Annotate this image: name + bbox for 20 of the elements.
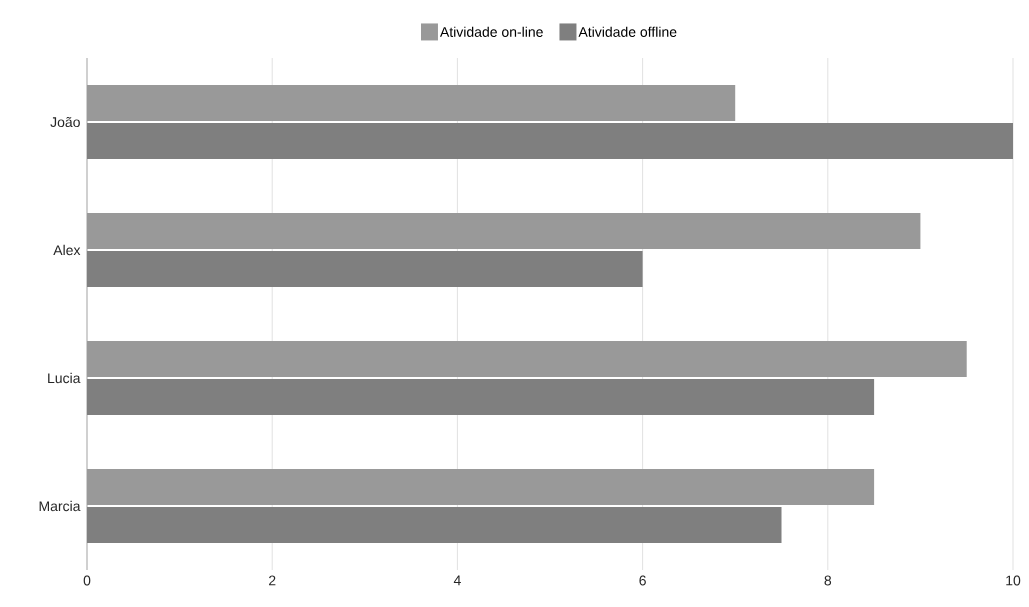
bar xyxy=(87,251,643,287)
legend-label: Atividade on-line xyxy=(439,26,543,37)
x-tick-label: 6 xyxy=(639,575,646,586)
y-tick-label: Marcia xyxy=(39,500,81,512)
x-tick-label: 2 xyxy=(269,575,276,586)
bar xyxy=(87,507,782,544)
y-tick-label: João xyxy=(50,116,80,128)
bar xyxy=(87,213,921,249)
y-tick-label: Alex xyxy=(53,244,81,256)
x-tick-label: 8 xyxy=(824,575,832,586)
legend-label: Atividade offline xyxy=(578,26,677,37)
bar xyxy=(87,379,875,416)
x-tick-label: 10 xyxy=(1006,575,1021,586)
bar xyxy=(87,469,875,506)
bar xyxy=(87,123,1014,159)
y-tick-label: Lucia xyxy=(48,372,81,384)
bar xyxy=(87,341,967,377)
x-tick-label: 4 xyxy=(453,575,461,586)
bar xyxy=(87,85,736,121)
x-tick-label: 0 xyxy=(83,575,91,586)
